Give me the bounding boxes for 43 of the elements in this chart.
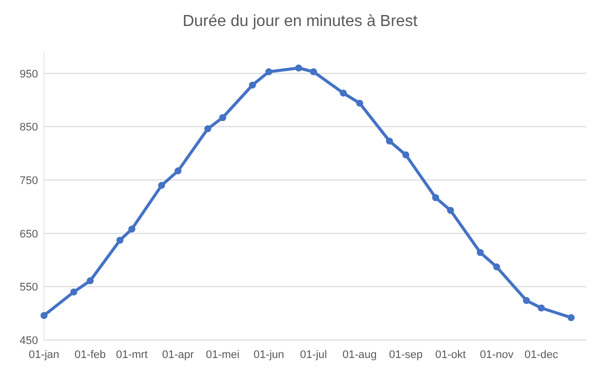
y-tick-label: 550 <box>20 282 38 294</box>
point <box>568 314 575 322</box>
point <box>402 151 410 158</box>
point <box>538 304 545 312</box>
y-tick-label: 450 <box>20 335 38 347</box>
point <box>70 288 78 296</box>
x-tick-label: 01-dec <box>524 349 559 361</box>
point <box>174 167 182 174</box>
x-tick-label: 01-mei <box>206 349 240 361</box>
x-tick-label: 01-nov <box>480 349 514 361</box>
y-tick-label: 650 <box>20 228 38 240</box>
y-tick-label: 850 <box>20 122 38 134</box>
point <box>295 64 302 72</box>
point <box>386 138 393 145</box>
point <box>219 114 226 122</box>
x-tick-label: 01-apr <box>162 349 194 361</box>
point <box>248 82 256 89</box>
x-tick-label: 01-mrt <box>116 349 148 361</box>
x-tick-label: 01-jul <box>300 349 327 361</box>
x-tick-label: 01-sep <box>389 349 423 361</box>
x-tick-label: 01-jan <box>28 349 60 361</box>
point <box>310 68 318 76</box>
point <box>86 277 94 284</box>
point <box>265 68 272 76</box>
chart-title: Durée du jour en minutes à Brest <box>182 13 418 30</box>
x-tick-label: 01-okt <box>435 349 466 361</box>
point <box>447 206 454 214</box>
point <box>128 226 136 233</box>
point <box>356 100 364 107</box>
x-tick-label: 01-aug <box>342 349 377 361</box>
point <box>522 297 530 304</box>
point <box>476 249 484 256</box>
point <box>116 236 124 244</box>
y-tick-label: 750 <box>20 175 38 187</box>
x-tick-label: 01-feb <box>74 349 106 361</box>
point <box>493 263 500 270</box>
y-tick-label: 950 <box>20 68 38 80</box>
point <box>158 182 166 189</box>
point <box>204 125 212 132</box>
point <box>340 90 347 97</box>
point <box>40 312 48 319</box>
x-tick-label: 01-jun <box>254 349 284 361</box>
point <box>432 194 440 202</box>
